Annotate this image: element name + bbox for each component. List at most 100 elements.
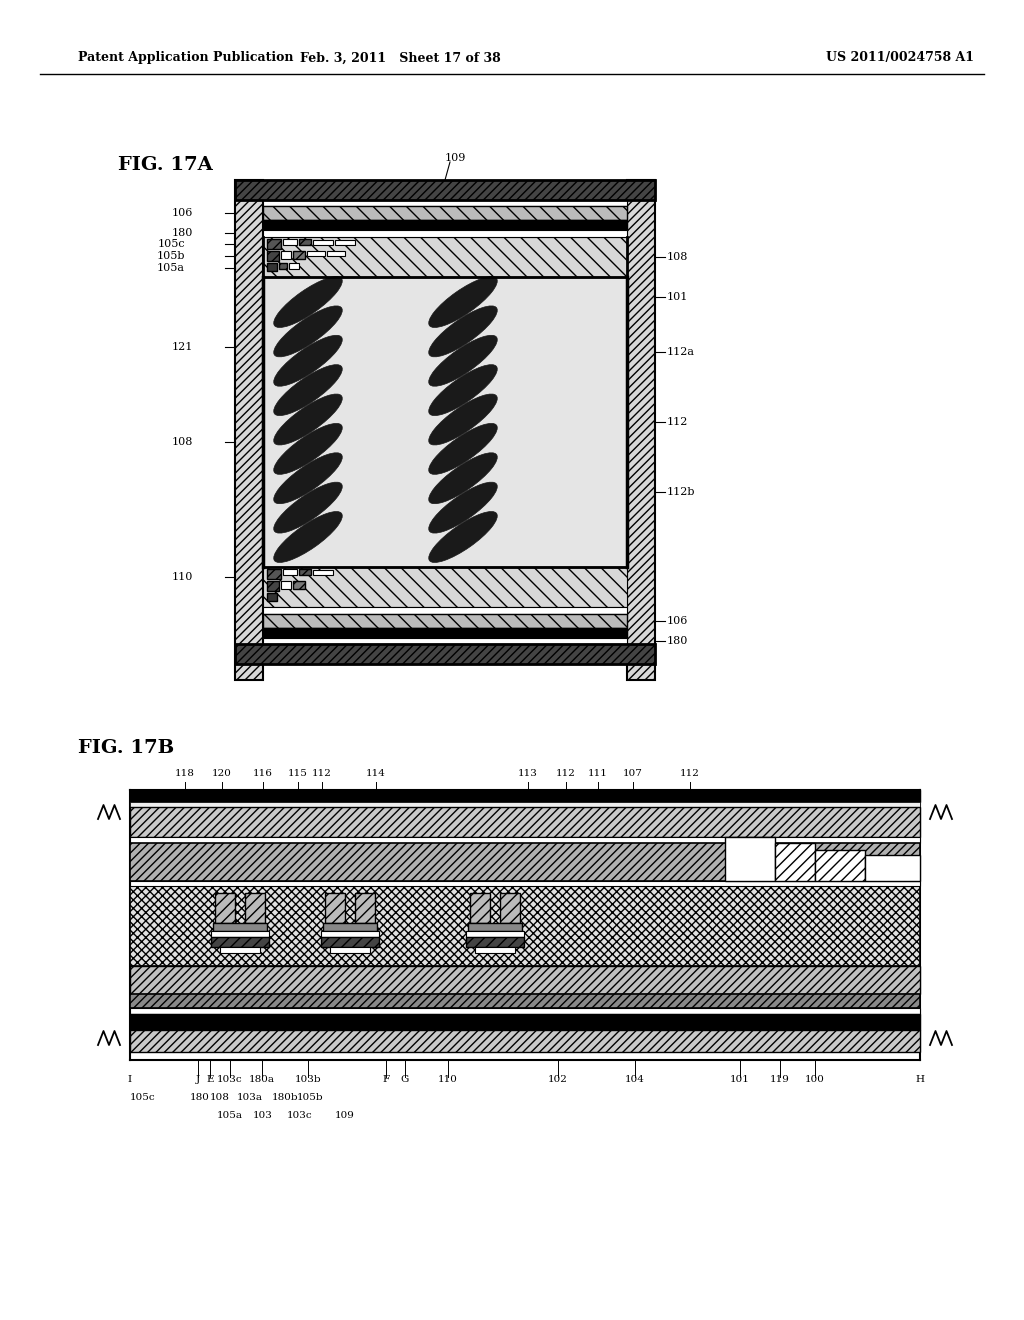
Bar	[211, 931, 269, 937]
Ellipse shape	[273, 512, 342, 562]
Bar	[130, 1030, 920, 1052]
Bar	[263, 614, 627, 628]
Ellipse shape	[273, 393, 342, 445]
Bar	[321, 937, 379, 946]
Bar	[267, 251, 279, 261]
Text: 112: 112	[312, 770, 332, 779]
Text: 180b: 180b	[271, 1093, 298, 1101]
Text: 105c: 105c	[130, 1093, 156, 1101]
Text: 100: 100	[805, 1076, 825, 1085]
Bar	[330, 946, 370, 953]
Text: 112b: 112b	[667, 487, 695, 498]
Bar	[263, 277, 627, 568]
Ellipse shape	[273, 335, 342, 387]
Bar	[325, 894, 345, 923]
Bar	[130, 1014, 920, 1030]
Text: FIG. 17A: FIG. 17A	[118, 156, 213, 174]
Text: 119: 119	[770, 1076, 790, 1085]
Bar	[321, 931, 379, 937]
Ellipse shape	[429, 512, 498, 562]
Text: 112: 112	[667, 417, 688, 426]
Bar	[283, 239, 297, 246]
Text: 112: 112	[680, 770, 700, 779]
Ellipse shape	[429, 276, 498, 327]
Ellipse shape	[273, 364, 342, 416]
Bar	[775, 843, 815, 880]
Text: 101: 101	[730, 1076, 750, 1085]
Bar	[263, 277, 627, 568]
Text: 103a: 103a	[237, 1093, 263, 1101]
Ellipse shape	[429, 393, 498, 445]
Bar	[725, 837, 775, 880]
Text: 180: 180	[190, 1093, 210, 1101]
Bar	[299, 569, 311, 576]
Text: 180: 180	[667, 636, 688, 645]
Text: FIG. 17B: FIG. 17B	[78, 739, 174, 756]
Text: 113: 113	[518, 770, 538, 779]
Bar	[263, 628, 627, 638]
Bar	[279, 263, 287, 269]
Bar	[234, 180, 263, 680]
Text: 101: 101	[667, 292, 688, 302]
Text: I: I	[128, 1076, 132, 1085]
Bar	[263, 238, 627, 277]
Text: 106: 106	[172, 209, 193, 218]
Text: 121: 121	[172, 342, 193, 352]
Text: 110: 110	[438, 1076, 458, 1085]
Text: 107: 107	[623, 770, 643, 779]
Bar	[627, 180, 655, 680]
Bar	[283, 569, 297, 576]
Bar	[475, 946, 515, 953]
Bar	[289, 263, 299, 269]
Text: E: E	[206, 1076, 214, 1085]
Bar	[263, 568, 627, 607]
Bar	[323, 923, 377, 931]
Bar	[267, 593, 278, 601]
Text: Feb. 3, 2011   Sheet 17 of 38: Feb. 3, 2011 Sheet 17 of 38	[300, 51, 501, 65]
Bar	[263, 220, 627, 230]
Bar	[267, 239, 281, 249]
Text: 105a: 105a	[217, 1110, 243, 1119]
Bar	[130, 789, 920, 803]
Ellipse shape	[273, 306, 342, 356]
Ellipse shape	[429, 306, 498, 356]
Bar	[327, 251, 345, 256]
Bar	[130, 803, 920, 807]
Bar	[211, 937, 269, 946]
Bar	[281, 581, 291, 589]
Bar	[130, 807, 920, 837]
Text: 180: 180	[172, 228, 193, 238]
Text: 115: 115	[288, 770, 308, 779]
Text: G: G	[400, 1076, 410, 1085]
Bar	[500, 894, 520, 923]
Bar	[130, 966, 920, 994]
Ellipse shape	[273, 453, 342, 504]
Bar	[220, 946, 260, 953]
Bar	[468, 923, 522, 931]
Bar	[245, 894, 265, 923]
Text: 103b: 103b	[295, 1076, 322, 1085]
Bar	[130, 886, 920, 966]
Bar	[215, 894, 234, 923]
Bar	[263, 201, 627, 206]
Bar	[335, 240, 355, 246]
Bar	[130, 843, 920, 880]
Bar	[815, 850, 865, 880]
Text: 110: 110	[172, 572, 193, 582]
Text: J: J	[196, 1076, 200, 1085]
Ellipse shape	[429, 424, 498, 474]
Text: 103c: 103c	[217, 1076, 243, 1085]
Bar	[267, 581, 279, 591]
Ellipse shape	[429, 364, 498, 416]
Text: 104: 104	[625, 1076, 645, 1085]
Text: 112: 112	[556, 770, 575, 779]
Bar	[234, 644, 655, 664]
Bar	[267, 569, 281, 579]
Text: 103c: 103c	[287, 1110, 312, 1119]
Text: 108: 108	[667, 252, 688, 261]
Text: 105b: 105b	[157, 251, 185, 261]
Text: 118: 118	[175, 770, 195, 779]
Bar	[466, 937, 524, 946]
Bar	[263, 607, 627, 614]
Bar	[313, 570, 333, 576]
